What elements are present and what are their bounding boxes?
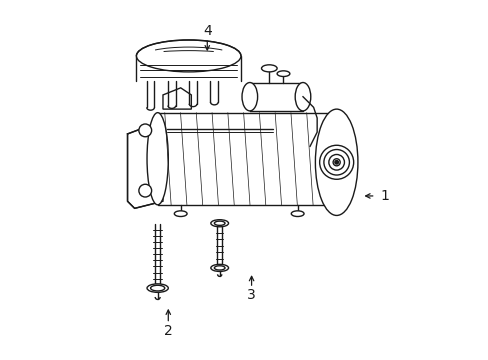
Ellipse shape [136, 40, 241, 72]
Ellipse shape [210, 220, 228, 227]
Ellipse shape [315, 109, 357, 215]
Circle shape [334, 161, 338, 164]
Circle shape [323, 149, 349, 175]
Ellipse shape [210, 264, 228, 271]
Ellipse shape [277, 71, 289, 77]
Text: 3: 3 [247, 288, 255, 302]
Text: 4: 4 [203, 24, 211, 38]
Circle shape [332, 159, 340, 166]
Text: 1: 1 [379, 189, 388, 203]
Ellipse shape [261, 65, 277, 72]
Circle shape [319, 145, 353, 179]
Ellipse shape [242, 82, 257, 111]
Polygon shape [157, 113, 336, 205]
Ellipse shape [147, 113, 168, 205]
Ellipse shape [291, 211, 304, 216]
Text: 2: 2 [163, 324, 172, 338]
Polygon shape [249, 82, 303, 111]
Ellipse shape [295, 82, 310, 111]
Circle shape [328, 154, 344, 170]
Ellipse shape [147, 284, 168, 292]
Ellipse shape [214, 221, 224, 225]
Ellipse shape [214, 266, 224, 270]
Circle shape [139, 184, 151, 197]
Ellipse shape [150, 285, 164, 291]
Polygon shape [163, 88, 191, 109]
Polygon shape [127, 123, 163, 208]
Ellipse shape [174, 211, 187, 216]
Circle shape [139, 124, 151, 137]
